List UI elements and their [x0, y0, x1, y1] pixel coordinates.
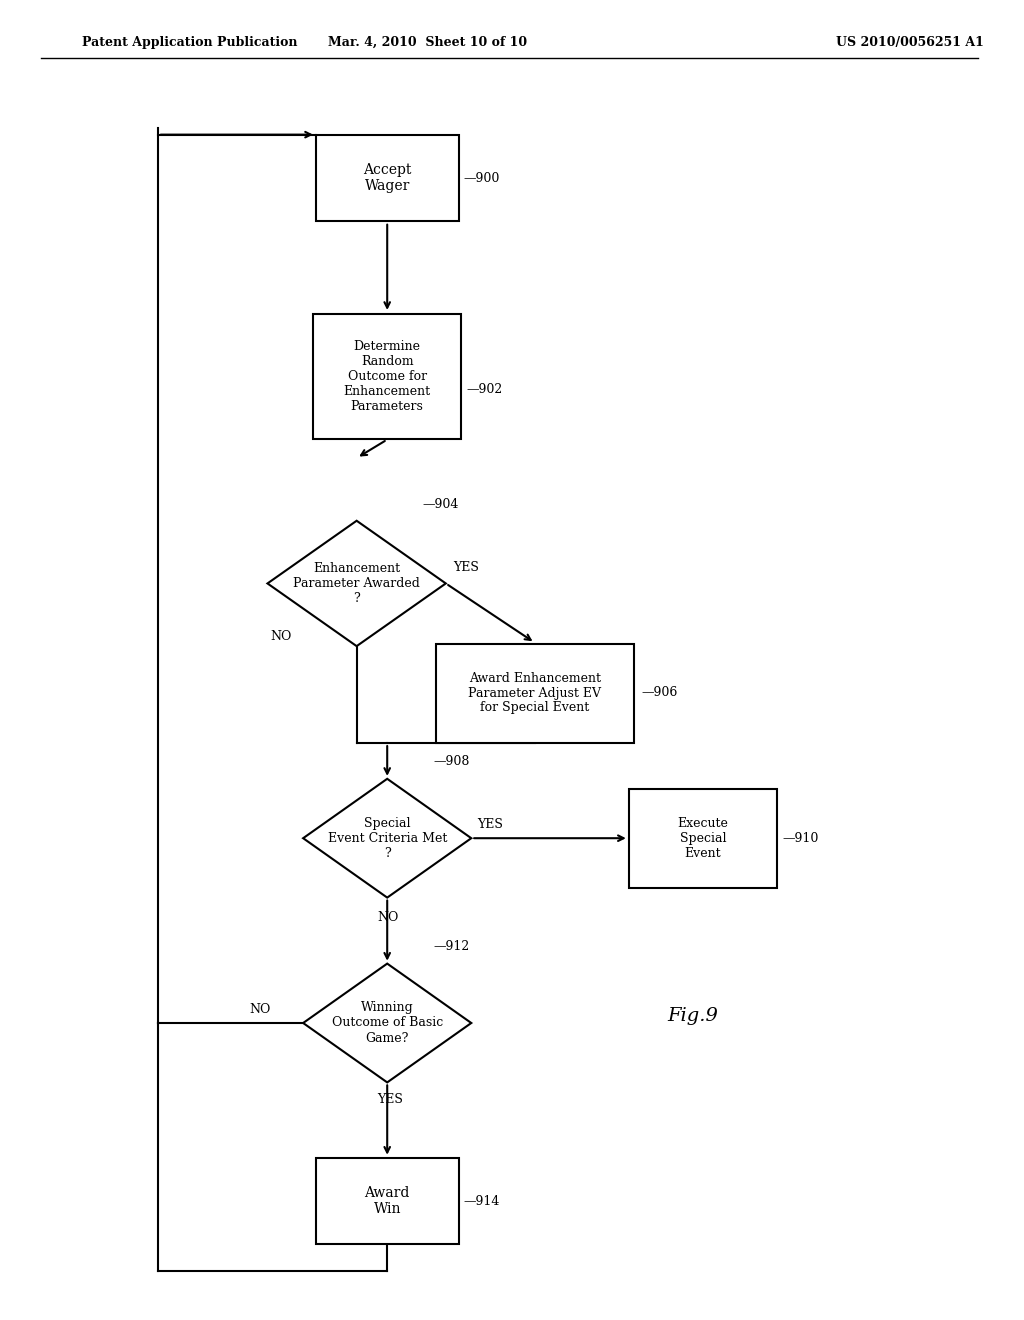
Polygon shape [267, 520, 445, 645]
Text: —900: —900 [464, 172, 500, 185]
Text: US 2010/0056251 A1: US 2010/0056251 A1 [836, 36, 983, 49]
Text: —904: —904 [423, 498, 459, 511]
Text: —910: —910 [782, 832, 819, 845]
Text: Award Enhancement
Parameter Adjust EV
for Special Event: Award Enhancement Parameter Adjust EV fo… [468, 672, 601, 714]
FancyBboxPatch shape [629, 788, 777, 887]
Text: Accept
Wager: Accept Wager [364, 164, 412, 193]
Text: Determine
Random
Outcome for
Enhancement
Parameters: Determine Random Outcome for Enhancement… [344, 339, 431, 413]
Text: Mar. 4, 2010  Sheet 10 of 10: Mar. 4, 2010 Sheet 10 of 10 [329, 36, 527, 49]
Text: NO: NO [250, 1003, 271, 1016]
Text: YES: YES [477, 818, 503, 832]
Text: Winning
Outcome of Basic
Game?: Winning Outcome of Basic Game? [332, 1002, 442, 1044]
Text: YES: YES [454, 561, 479, 574]
Text: —908: —908 [433, 755, 469, 768]
Text: Execute
Special
Event: Execute Special Event [678, 817, 728, 859]
Text: —914: —914 [464, 1195, 500, 1208]
FancyBboxPatch shape [435, 644, 634, 742]
FancyBboxPatch shape [315, 1159, 459, 1243]
Text: NO: NO [270, 630, 292, 643]
FancyBboxPatch shape [313, 314, 461, 438]
Text: —906: —906 [642, 686, 678, 700]
Text: Enhancement
Parameter Awarded
?: Enhancement Parameter Awarded ? [293, 562, 420, 605]
Text: —912: —912 [433, 940, 469, 953]
Text: Patent Application Publication: Patent Application Publication [82, 36, 297, 49]
Text: YES: YES [377, 1093, 402, 1106]
Text: NO: NO [377, 911, 398, 924]
Polygon shape [303, 964, 471, 1082]
Polygon shape [303, 779, 471, 898]
FancyBboxPatch shape [315, 135, 459, 220]
Text: Award
Win: Award Win [365, 1187, 410, 1216]
Text: Fig.9: Fig.9 [668, 1007, 719, 1026]
Text: —902: —902 [467, 383, 503, 396]
Text: Special
Event Criteria Met
?: Special Event Criteria Met ? [328, 817, 446, 859]
